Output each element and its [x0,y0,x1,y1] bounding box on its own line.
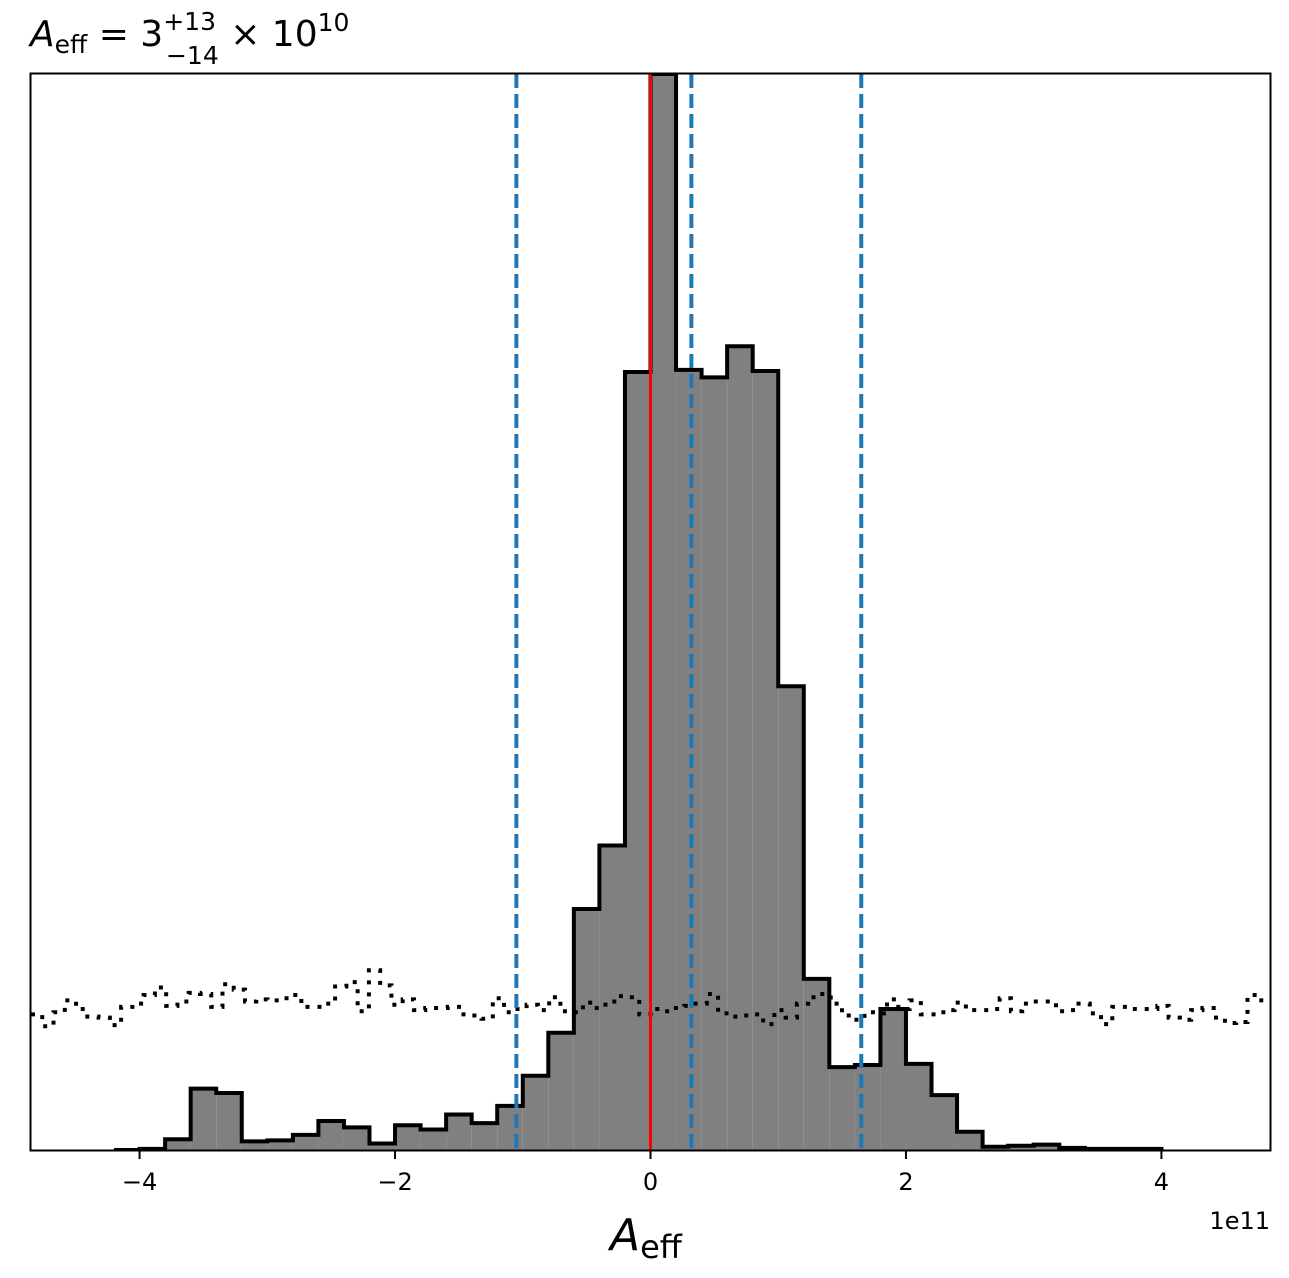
title-sub: −14 [166,41,219,70]
title-equals: = 3 [87,14,163,55]
title-times: × 10 [219,14,318,55]
posterior-bar [369,1143,396,1150]
posterior-bar [573,908,600,1150]
posterior-bar [957,1131,983,1150]
posterior-bar [701,377,728,1150]
title-sup: +13 [163,7,216,36]
posterior-outline [114,74,1164,1150]
posterior-bar [522,1075,549,1150]
posterior-bar [854,1064,881,1150]
posterior-bar [905,1063,932,1150]
x-label-symbol: A [607,1210,640,1261]
posterior-bar [241,1141,268,1150]
x-tick-label: 0 [643,1168,658,1196]
posterior-bar [1033,1144,1060,1150]
plot-area [31,74,1270,1150]
posterior-bar [471,1123,498,1150]
x-axis-label: Aeff [607,1210,683,1266]
posterior-bar [778,686,804,1150]
posterior-bar [548,1032,574,1150]
posterior-bar [216,1092,242,1150]
posterior-bar [190,1088,217,1150]
x-axis: −4 −2 0 2 4 [122,1151,1169,1196]
posterior-bar [803,978,830,1150]
posterior-bar [292,1134,319,1150]
posterior-bar [446,1114,472,1150]
prior-outline [31,968,1270,1029]
posterior-bar [1008,1145,1034,1150]
posterior-bar [343,1127,370,1150]
x-tick-label: 2 [898,1168,913,1196]
title-symbol: A [28,14,55,55]
posterior-bar [497,1105,523,1150]
axes-frame [29,72,1272,1152]
chart-title: Aeff = 3+13 −14 × 1010 [28,7,349,70]
posterior-bar [267,1140,293,1150]
x-axis-offset: 1e11 [1209,1207,1270,1235]
title-symbol-sub: eff [55,30,88,59]
posterior-bar [931,1095,958,1150]
x-tick-label: 4 [1154,1168,1169,1196]
posterior-bar [624,372,651,1150]
posterior-bar [165,1139,191,1150]
posterior-bar [727,346,753,1150]
posterior-bar [420,1129,447,1150]
x-tick-label: −2 [377,1168,412,1196]
x-tick-label: −4 [122,1168,157,1196]
title-exp: 10 [318,8,350,37]
posterior-bar [676,369,702,1150]
posterior-bar [650,74,677,1150]
posterior-bar [395,1125,421,1150]
posterior-bar [829,1067,855,1150]
posterior-bar [752,370,779,1150]
posterior-bar [880,1009,906,1150]
x-label-sub: eff [640,1228,683,1266]
posterior-bar [318,1120,344,1150]
